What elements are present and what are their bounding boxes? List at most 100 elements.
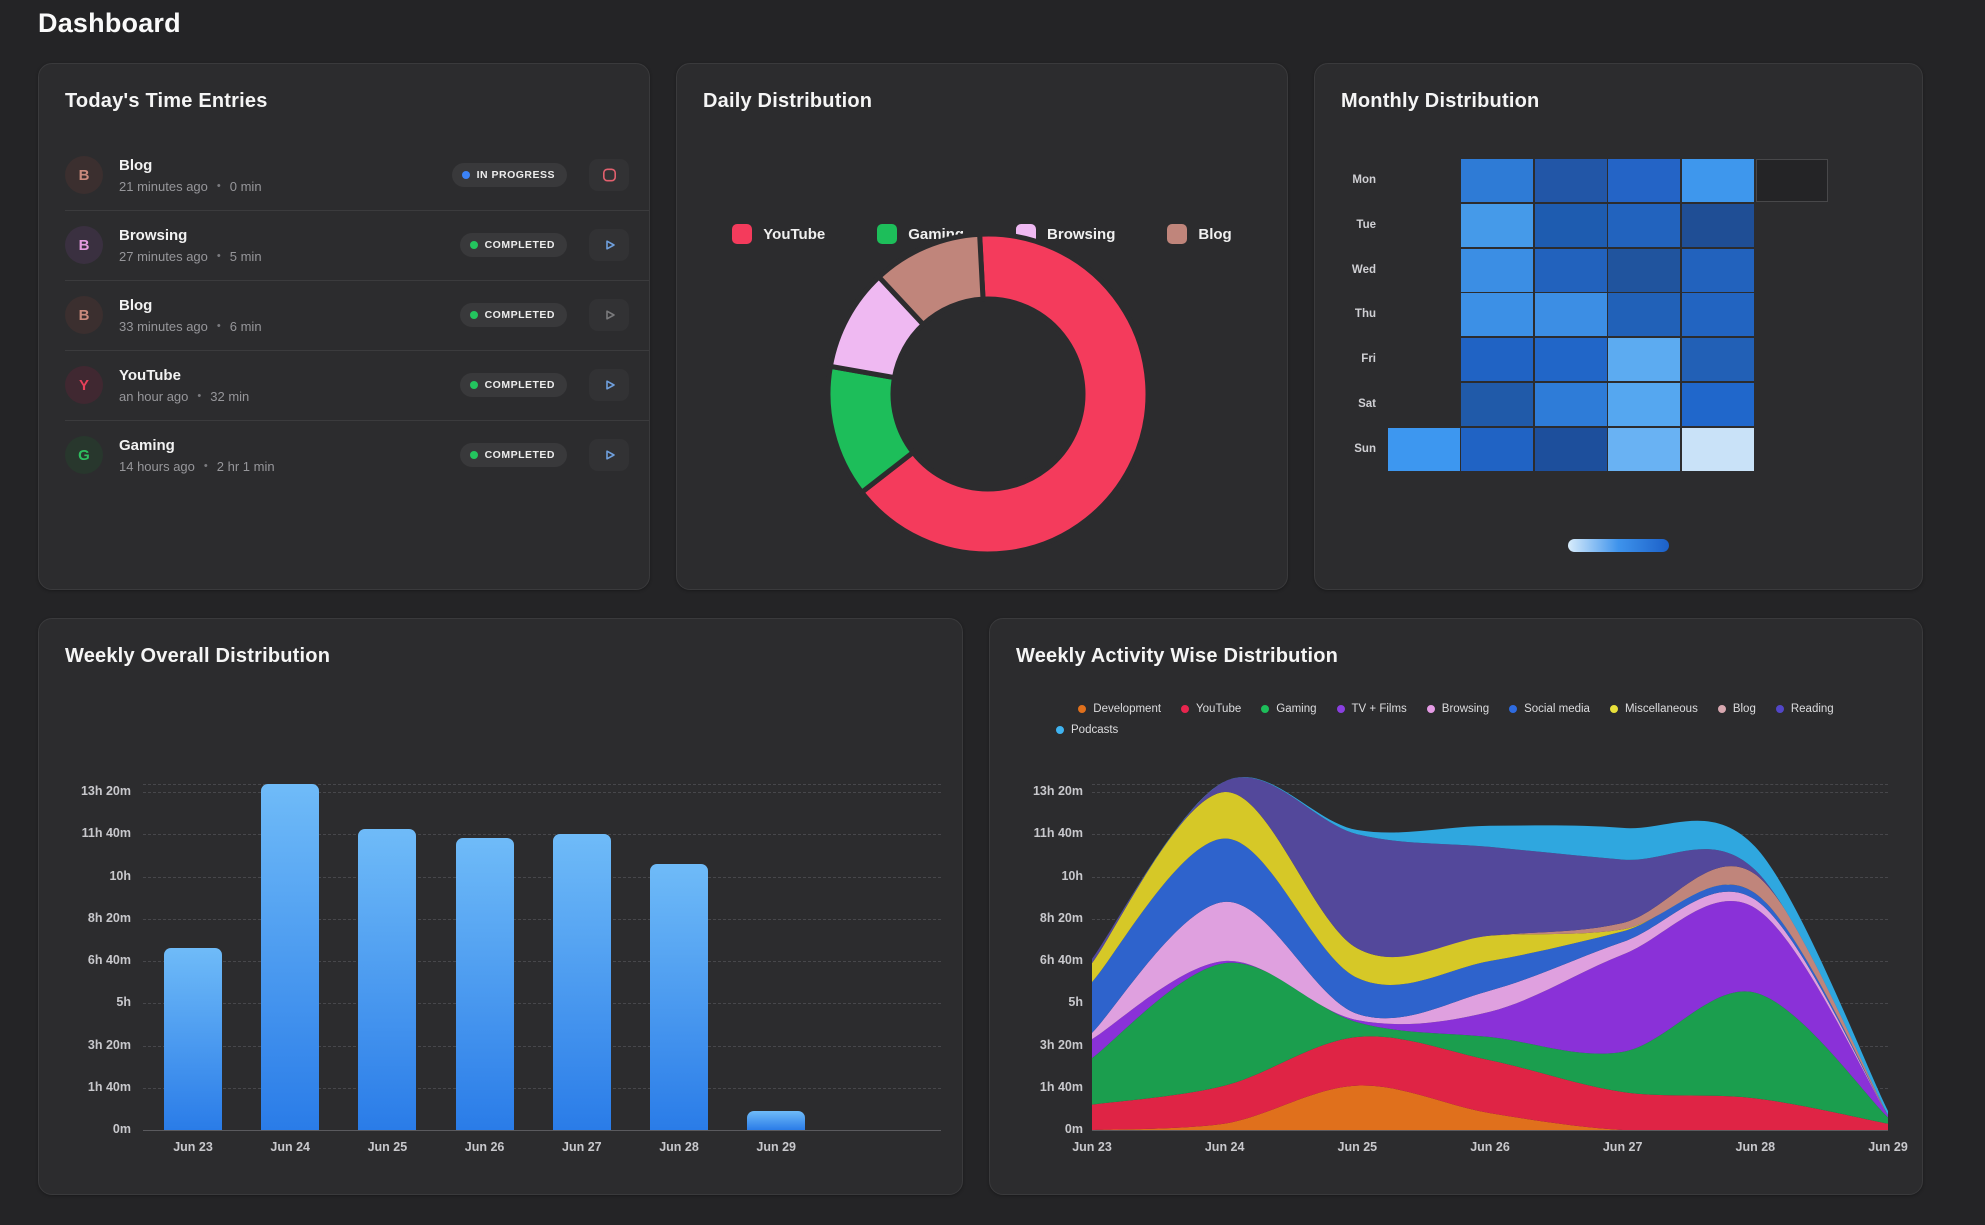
stop-entry-button[interactable] [589,159,629,191]
area-legend-item[interactable]: YouTube [1181,703,1241,715]
start-entry-button[interactable] [589,439,629,471]
heatmap-cell[interactable] [1461,427,1533,471]
bar-jun-23[interactable] [164,948,222,1130]
heatmap-cell[interactable] [1682,427,1754,471]
heatmap-cell[interactable] [1535,159,1607,202]
area-series-podcasts[interactable] [1092,776,1888,1116]
entry-time-ago: an hour ago [119,388,189,404]
x-axis-tick: Jun 26 [1470,1140,1510,1154]
heatmap-cell[interactable] [1682,248,1754,292]
heatmap-cell[interactable] [1682,159,1754,202]
heatmap-cell[interactable] [1461,383,1533,426]
y-gridline [143,1045,941,1047]
heatmap-cell[interactable] [1461,248,1533,292]
y-gridline [143,961,941,962]
area-legend-item[interactable]: Reading [1775,703,1834,715]
y-gridline [143,1130,941,1131]
heatmap-cell[interactable] [1608,203,1680,247]
area-legend-item[interactable]: Podcasts [1056,724,1118,736]
entry-name: YouTube [119,366,181,384]
heatmap-cell[interactable] [1682,338,1754,382]
heatmap-cell[interactable] [1461,293,1533,337]
donut-segment-blog[interactable] [876,231,986,327]
status-dot [469,451,478,459]
heatmap-cell[interactable] [1608,383,1680,426]
area-series-social-media[interactable] [1092,838,1888,1116]
legend-label: Development [1093,703,1162,715]
heatmap-cell[interactable] [1535,248,1607,292]
bar-jun-25[interactable] [358,829,417,1130]
y-axis-tick: 8h 20m [1039,910,1083,925]
bar-card-title: Weekly Overall Distribution [65,645,331,667]
area-series-gaming[interactable] [1092,962,1888,1124]
legend-label: Browsing [1441,703,1490,715]
start-entry-button[interactable] [589,229,629,261]
entry-name: Gaming [119,436,175,454]
area-legend-row: Development YouTube Gaming TV + Films Browsi… [1078,703,1834,715]
heatmap-cell[interactable] [1608,293,1680,337]
area-series-development[interactable] [1092,1085,1888,1130]
heatmap-cell[interactable] [1388,427,1460,471]
area-legend-item[interactable]: Gaming [1261,703,1317,715]
area-legend-item[interactable]: TV + Films [1336,703,1407,715]
heatmap-cell[interactable] [1608,248,1680,292]
heatmap-cell[interactable] [1535,427,1607,471]
meta-separator: • [216,250,221,262]
y-gridline [143,792,941,793]
y-axis-tick: 3h 20m [87,1037,131,1052]
heatmap-cell[interactable] [1608,338,1680,382]
page-title: Dashboard [38,8,181,38]
donut-legend-item[interactable]: YouTube [732,224,825,244]
bar-jun-29[interactable] [747,1110,806,1130]
heatmap-cell[interactable] [1461,338,1533,382]
x-axis-tick: Jun 28 [659,1140,699,1154]
y-gridline-max [1092,783,1888,785]
heatmap-cell[interactable] [1756,159,1828,202]
area-legend-item[interactable]: Browsing [1426,703,1490,715]
y-gridline [143,834,941,836]
legend-marker [1717,705,1726,713]
area-series-youtube[interactable] [1092,1036,1888,1130]
heatmap-cell[interactable] [1535,383,1607,426]
heatmap-cell[interactable] [1682,293,1754,337]
entry-time-ago: 27 minutes ago [119,248,208,264]
heatmap-cell[interactable] [1608,159,1680,202]
donut-segment-youtube[interactable] [859,231,1151,557]
heatmap-cell[interactable] [1682,383,1754,426]
heatmap-cell[interactable] [1535,338,1607,382]
area-series-reading[interactable] [1092,777,1888,1116]
heatmap-cell[interactable] [1461,203,1533,247]
donut-legend-item[interactable]: Blog [1167,224,1232,244]
status-badge: COMPLETED [459,443,567,467]
legend-marker [1056,726,1064,734]
legend-label: Miscellaneous [1624,703,1698,715]
heatmap-cell[interactable] [1682,203,1754,247]
y-axis-tick: 13h 20m [80,784,131,798]
legend-marker [1261,705,1270,713]
daily-donut-legend: YouTube Gaming Browsing Blog [677,224,1287,244]
bar-jun-27[interactable] [552,834,611,1130]
area-legend-item[interactable]: Miscellaneous [1609,703,1698,715]
bar-jun-28[interactable] [650,863,708,1130]
area-series-miscellaneous[interactable] [1092,791,1888,1116]
start-entry-button[interactable] [589,369,629,401]
start-entry-button[interactable] [589,299,629,331]
area-series-tv-films[interactable] [1092,901,1888,1118]
area-legend-item[interactable]: Blog [1717,703,1756,715]
entry-meta: 27 minutes ago • 5 min [119,249,460,264]
legend-label: Browsing [1047,225,1116,243]
entry-info: YouTube an hour ago • 32 min [119,367,460,404]
x-axis-tick: Jun 28 [1735,1140,1776,1154]
bar-jun-26[interactable] [455,838,514,1130]
heatmap-cell[interactable] [1608,427,1680,471]
todays-time-entries-card: Today's Time Entries B Blog 21 minutes ago… [38,63,650,590]
bar-jun-24[interactable] [261,783,320,1130]
heatmap-cell[interactable] [1535,203,1607,247]
area-legend-item[interactable]: Social media [1509,703,1590,715]
area-legend-item[interactable]: Development [1078,703,1161,715]
y-gridline-max [143,783,941,785]
area-series-browsing[interactable] [1092,891,1888,1116]
heatmap-cell[interactable] [1535,293,1607,337]
stop-icon [602,168,616,182]
heatmap-cell[interactable] [1461,159,1533,202]
